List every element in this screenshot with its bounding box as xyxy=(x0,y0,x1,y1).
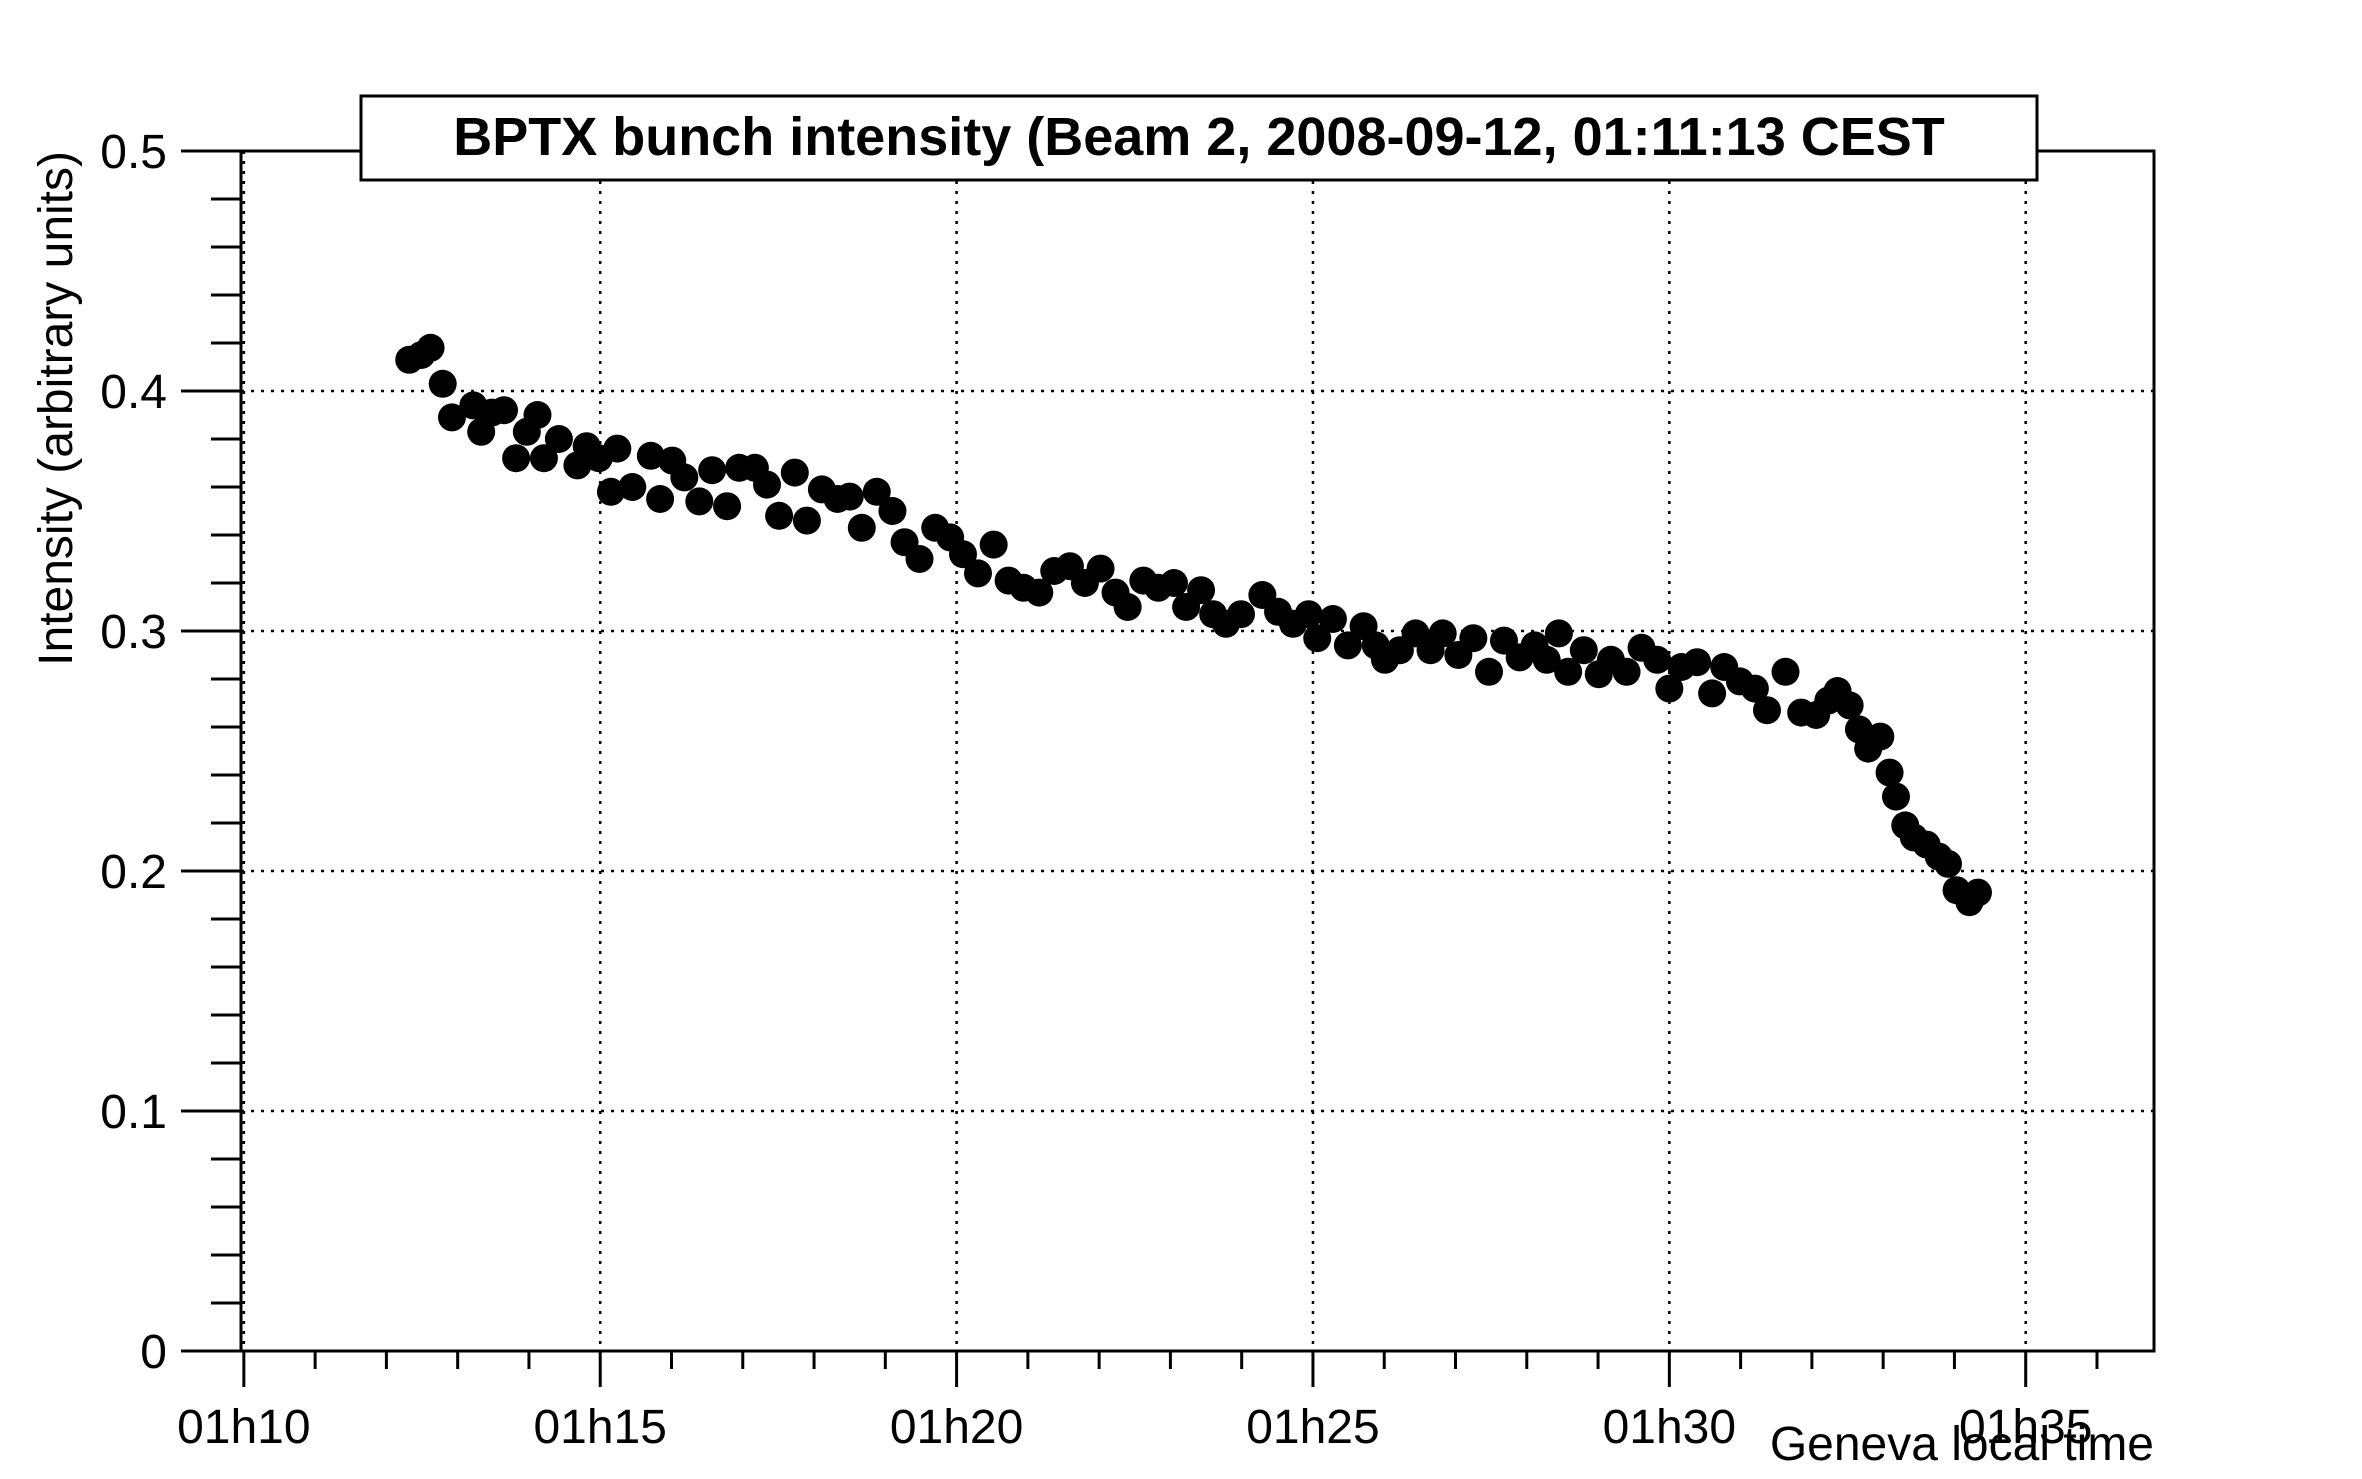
data-point xyxy=(685,487,714,516)
data-point xyxy=(1963,878,1992,907)
data-point xyxy=(780,458,809,487)
data-point xyxy=(963,559,992,588)
x-tick-label: 01h25 xyxy=(1246,1401,1379,1454)
data-point xyxy=(1698,679,1727,708)
data-point xyxy=(1612,657,1641,686)
y-tick-label: 0.5 xyxy=(100,126,167,179)
x-tick-label: 01h30 xyxy=(1603,1401,1736,1454)
data-point xyxy=(847,513,876,542)
data-point xyxy=(905,545,934,573)
data-point xyxy=(1294,600,1323,629)
y-tick-label: 0.3 xyxy=(100,606,167,659)
data-point xyxy=(753,470,782,499)
data-point xyxy=(544,425,573,453)
y-tick-label: 0.4 xyxy=(100,366,167,419)
y-tick-label: 0 xyxy=(140,1326,167,1379)
data-point xyxy=(596,477,625,506)
data-point xyxy=(1086,554,1115,583)
data-point xyxy=(765,501,794,530)
data-point xyxy=(1866,722,1895,751)
x-axis-title: Geneva local time xyxy=(1770,1418,2154,1471)
data-point xyxy=(502,444,531,473)
data-point xyxy=(437,403,466,432)
data-point xyxy=(416,333,445,362)
data-point xyxy=(646,485,675,513)
x-tick-label: 01h20 xyxy=(890,1401,1023,1454)
data-point xyxy=(1683,648,1712,677)
data-point xyxy=(1025,578,1054,607)
y-tick-label: 0.1 xyxy=(100,1086,167,1139)
data-point xyxy=(618,473,647,501)
data-point xyxy=(1875,758,1904,787)
y-axis-title: Intensity (arbitrary units) xyxy=(30,151,83,666)
data-point xyxy=(670,463,699,492)
data-point xyxy=(1475,657,1504,686)
data-point xyxy=(698,456,727,485)
data-point xyxy=(1159,569,1188,597)
grid xyxy=(241,151,2154,1351)
data-point xyxy=(862,477,891,506)
data-point xyxy=(1532,645,1561,674)
axes: 01h10 01h15 01h20 01h25 01h30 01h35 0 0.1 0.2 0.3… xyxy=(100,126,2099,1454)
data-point xyxy=(1333,631,1362,660)
data-point xyxy=(1934,849,1963,878)
data-point xyxy=(1187,576,1216,605)
data-point xyxy=(1752,696,1781,725)
data-point xyxy=(1740,674,1769,703)
title-box xyxy=(359,94,2039,182)
data-point xyxy=(792,506,821,535)
data-point xyxy=(636,441,665,470)
data-point xyxy=(529,444,558,473)
data-point xyxy=(1643,645,1672,674)
data-point xyxy=(1554,657,1583,686)
data-point xyxy=(1544,619,1573,648)
data-point xyxy=(1655,674,1684,703)
data-point xyxy=(1113,593,1142,621)
data-point xyxy=(713,492,742,521)
data-point xyxy=(523,401,552,429)
data-point xyxy=(428,369,457,398)
data-point xyxy=(1881,782,1910,811)
data-point xyxy=(878,497,907,525)
data-point xyxy=(1303,624,1332,653)
data-point xyxy=(835,482,864,511)
data-point xyxy=(1428,619,1457,648)
x-tick-label: 01h10 xyxy=(177,1401,310,1454)
data-point xyxy=(1771,657,1800,686)
data-point xyxy=(1226,600,1255,629)
data-point xyxy=(979,530,1008,559)
data-point xyxy=(1835,691,1864,720)
y-tick-label: 0.2 xyxy=(100,846,167,899)
chart-title: BPTX bunch intensity (Beam 2, 2008-09-12… xyxy=(453,107,1945,167)
data-point xyxy=(1569,636,1598,665)
points xyxy=(395,333,1992,917)
x-tick-label: 01h15 xyxy=(533,1401,666,1454)
data-point xyxy=(603,434,632,463)
data-point xyxy=(490,396,519,425)
data-point xyxy=(949,540,978,569)
data-point xyxy=(1459,624,1488,653)
x-tick-label: 01h35 xyxy=(1959,1401,2092,1454)
data-point xyxy=(1318,605,1347,633)
